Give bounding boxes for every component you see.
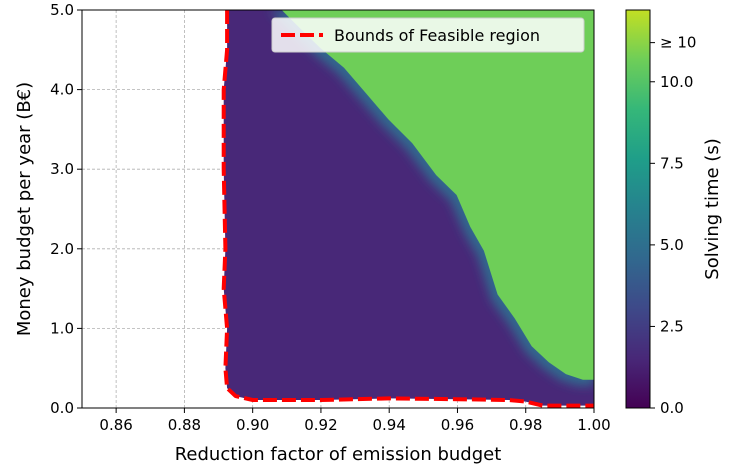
colorbar-label: Solving time (s): [702, 138, 723, 279]
colorbar-tick-label: 10.0: [660, 73, 693, 91]
legend-label: Bounds of Feasible region: [334, 26, 540, 45]
x-tick-label: 0.98: [509, 416, 542, 434]
colorbar-fill: [625, 9, 651, 409]
y-tick-label: 2.0: [50, 240, 74, 258]
feasible-region-boundary: [221, 10, 594, 408]
legend-box: [271, 17, 585, 53]
y-tick-label: 3.0: [50, 160, 74, 178]
x-tick-label: 0.94: [372, 416, 405, 434]
y-axis-ticks: 0.0 1.0 2.0 3.0 4.0 5.0: [50, 1, 82, 417]
colorbar: 0.0 2.5 5.0 7.5 10.0 ≥ 10 Solving time (s): [625, 9, 723, 417]
heatmap-layer: [223, 10, 594, 406]
x-tick-label: 1.00: [577, 416, 610, 434]
y-tick-label: 5.0: [50, 1, 74, 19]
y-tick-label: 4.0: [50, 81, 74, 99]
colorbar-tick-label: ≥ 10: [660, 34, 696, 52]
y-tick-label: 0.0: [50, 399, 74, 417]
x-axis-label: Reduction factor of emission budget: [175, 444, 502, 465]
colorbar-tick-label: 0.0: [660, 399, 684, 417]
x-tick-label: 0.88: [168, 416, 201, 434]
plot-frame: [81, 9, 595, 409]
plot-area: [82, 10, 594, 408]
x-tick-label: 0.86: [99, 416, 132, 434]
x-tick-label: 0.90: [236, 416, 269, 434]
x-tick-label: 0.92: [304, 416, 337, 434]
colorbar-tick-label: 7.5: [660, 154, 684, 172]
x-tick-label: 0.96: [441, 416, 474, 434]
y-axis-label: Money budget per year (B€): [14, 82, 35, 336]
y-tick-label: 1.0: [50, 319, 74, 337]
colorbar-tick-label: 5.0: [660, 236, 684, 254]
legend: Bounds of Feasible region: [271, 17, 585, 53]
colorbar-tick-label: 2.5: [660, 317, 684, 335]
x-axis-ticks: 0.86 0.88 0.90 0.92 0.94 0.96 0.98 1.00: [99, 408, 611, 434]
colorbar-ticks: 0.0 2.5 5.0 7.5 10.0 ≥ 10: [650, 34, 696, 417]
slow-solve-region: [281, 10, 594, 380]
